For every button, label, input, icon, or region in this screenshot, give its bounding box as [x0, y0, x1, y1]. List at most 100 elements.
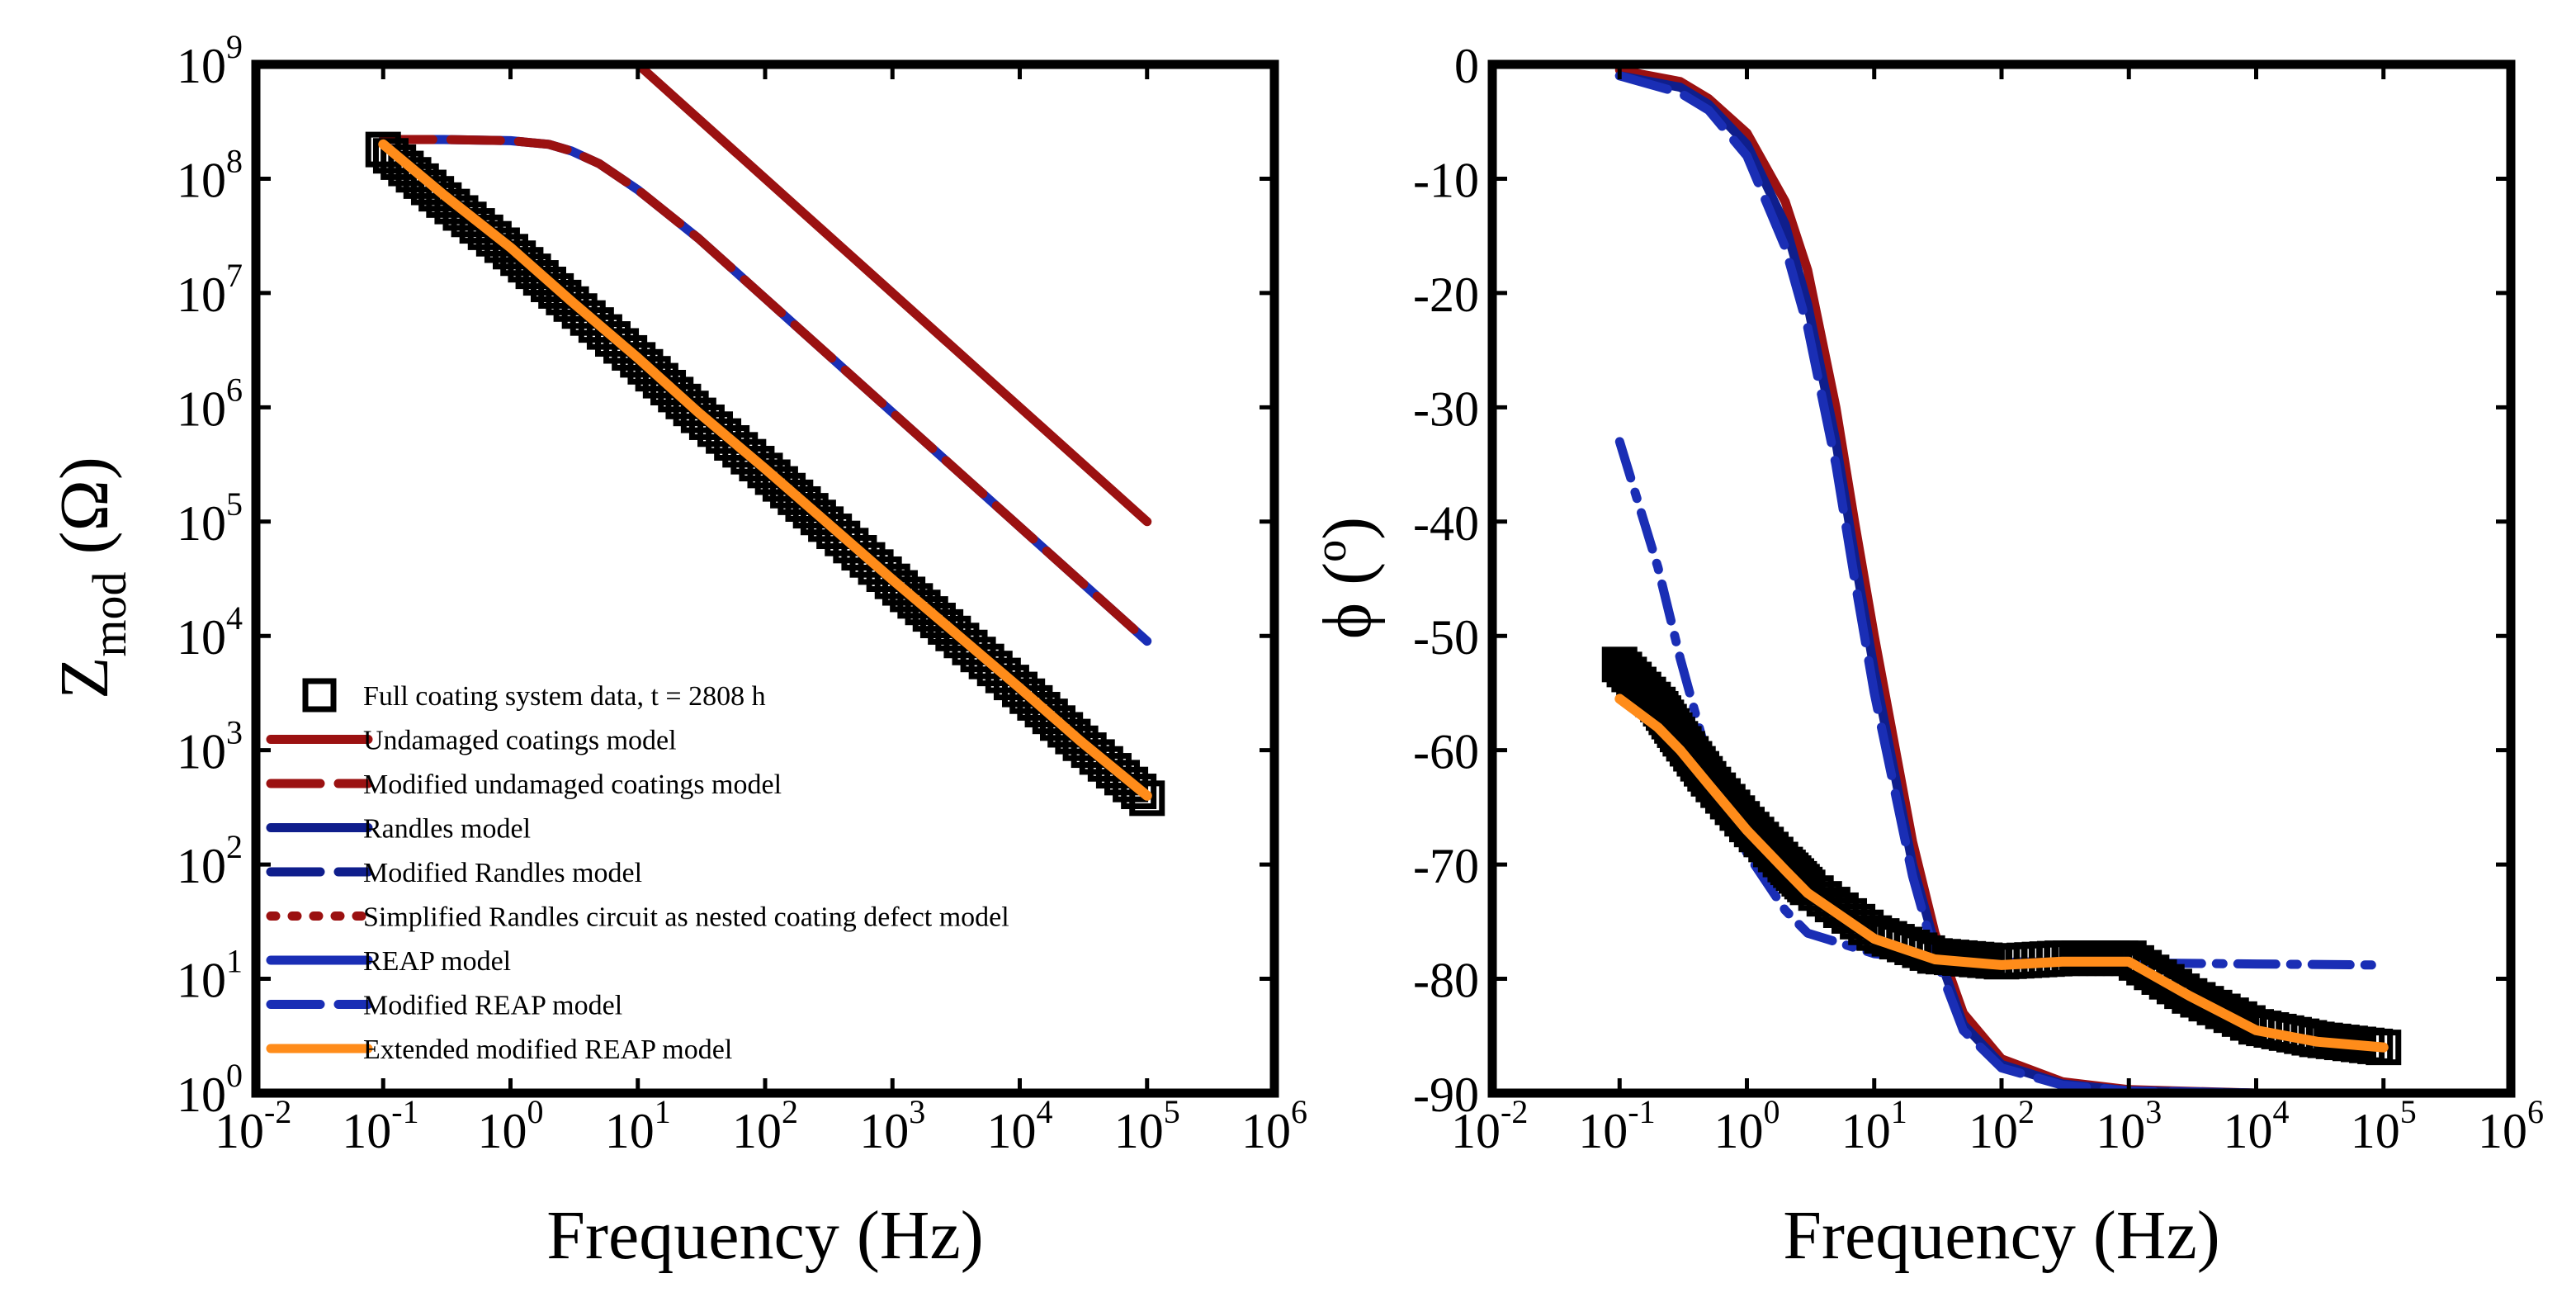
- x-tick-label-base: 10: [859, 1104, 909, 1158]
- legend-label: REAP model: [363, 946, 511, 977]
- legend-label: Modified Randles model: [363, 858, 642, 888]
- y-tick-label: -90: [1413, 1068, 1479, 1122]
- series-full-coating-system-data-t-2808-h-marker: [1121, 774, 1157, 810]
- x-tick-label: 10 6: [1241, 1093, 1307, 1158]
- x-tick-label-base: 10: [1841, 1104, 1891, 1158]
- y-tick-label-base: 10: [177, 610, 226, 665]
- x-tick-label-exp: 3: [2145, 1093, 2162, 1130]
- x-tick-label-exp: 2: [2018, 1093, 2035, 1130]
- x-tick-label-exp: -1: [1628, 1093, 1655, 1130]
- y-axis-title-sub: mod: [83, 571, 136, 656]
- x-tick-label-exp: -2: [264, 1093, 291, 1130]
- y-axis-title-part: ϕ (: [1309, 562, 1386, 639]
- y-tick-label-exp: 1: [226, 943, 243, 980]
- y-tick-label: -10: [1413, 153, 1479, 207]
- x-tick-label-exp: 6: [1291, 1093, 1307, 1130]
- x-tick-label-exp: 4: [1037, 1093, 1053, 1130]
- y-tick-label-exp: 0: [226, 1057, 243, 1094]
- x-tick-label-base: 10: [732, 1104, 782, 1158]
- y-axis-title-text: Zmod (Ω): [46, 457, 136, 699]
- x-tick-label-base: 10: [215, 1104, 264, 1158]
- x-tick-label-exp: 3: [909, 1093, 925, 1130]
- series-modified-randles-model-line: [1614, 71, 2389, 1093]
- legend-marker: [302, 678, 337, 713]
- phase-angle-chart: 10 -2 10 -1 10 0 10 1 10 2 10 3 10 4 10 5 10 60-10-20-30-…: [1306, 39, 2544, 1274]
- y-tick-label: -60: [1413, 725, 1479, 779]
- plot-frame: [251, 59, 1279, 1098]
- y-tick-label: 10 6: [177, 371, 243, 436]
- legend-label: Undamaged coatings model: [363, 726, 677, 756]
- x-tick-label: 10 1: [1841, 1093, 1907, 1158]
- x-tick-label-base: 10: [1714, 1104, 1764, 1158]
- x-tick-label: 10 -2: [215, 1093, 291, 1158]
- series-randles-model-line: [1614, 71, 2389, 1093]
- y-axis-title-text: ϕ (o): [1306, 517, 1386, 639]
- legend-item: Full coating system data, t = 2808 h: [302, 678, 766, 713]
- y-tick-label: 10 1: [177, 943, 243, 1008]
- y-tick-label-base: 10: [177, 954, 226, 1008]
- legend-item: Undamaged coatings model: [266, 726, 677, 756]
- series-extended-modified-reap-model-line: [1614, 694, 2389, 1053]
- y-tick-label: 10 8: [177, 142, 243, 207]
- y-tick-label-exp: 5: [226, 485, 243, 523]
- y-tick-label-base: 10: [177, 153, 226, 207]
- x-tick-label: 10 -1: [342, 1093, 418, 1158]
- x-tick-label: 10 2: [1969, 1093, 2035, 1158]
- x-tick-label-exp: 6: [2527, 1093, 2544, 1130]
- x-tick-label: 10 3: [2096, 1093, 2162, 1158]
- legend-label: Simplified Randles circuit as nested coa…: [363, 902, 1009, 933]
- x-tick-label-exp: -2: [1501, 1093, 1528, 1130]
- x-tick-label-exp: 5: [2400, 1093, 2417, 1130]
- y-tick-label-base: 10: [177, 39, 226, 93]
- y-axis-title-unit: (Ω): [46, 457, 123, 571]
- series-extended-modified-reap-model-line: [378, 139, 1152, 801]
- legend-label: Full coating system data, t = 2808 h: [363, 681, 766, 712]
- y-axis-title: ϕ (o): [1306, 517, 1386, 639]
- x-tick-label-exp: 2: [782, 1093, 798, 1130]
- plot-area: [1601, 65, 2402, 1093]
- y-tick-label-exp: 8: [226, 142, 243, 179]
- x-axis-title: Frequency (Hz): [546, 1197, 983, 1274]
- x-tick-label-exp: -1: [391, 1093, 418, 1130]
- x-tick-label: 10 4: [2224, 1093, 2290, 1158]
- x-tick-label: 10 5: [1114, 1093, 1180, 1158]
- x-tick-label: 10 5: [2351, 1093, 2417, 1158]
- x-tick-label-base: 10: [987, 1104, 1037, 1158]
- legend-item: Modified undamaged coatings model: [266, 769, 782, 800]
- y-tick-label: 10 7: [177, 257, 243, 322]
- y-tick-label-base: 10: [177, 725, 226, 779]
- x-tick-label: 10 1: [605, 1093, 671, 1158]
- y-tick-label-base: 10: [177, 496, 226, 551]
- y-axis-title: Zmod (Ω): [46, 457, 136, 699]
- x-tick-label-exp: 1: [1891, 1093, 1907, 1130]
- x-tick-label: 10 -2: [1451, 1093, 1528, 1158]
- legend-label: Modified REAP model: [363, 991, 622, 1021]
- y-tick-label-exp: 3: [226, 714, 243, 751]
- y-tick-label-exp: 7: [226, 257, 243, 294]
- y-tick-label-base: 10: [177, 839, 226, 893]
- y-tick-label-exp: 6: [226, 371, 243, 408]
- x-tick-label-base: 10: [1241, 1104, 1291, 1158]
- x-tick-label: 10 0: [478, 1093, 544, 1158]
- plot-frame: [1487, 59, 2516, 1098]
- y-tick-label: 0: [1454, 39, 1479, 93]
- x-tick-label-base: 10: [2224, 1104, 2273, 1158]
- y-tick-label: -40: [1413, 496, 1479, 551]
- y-axis-title-main: Z: [46, 657, 123, 699]
- x-tick-label-base: 10: [342, 1104, 391, 1158]
- series-modified-reap-model-line: [1614, 437, 2389, 970]
- x-tick-label-exp: 5: [1164, 1093, 1180, 1130]
- y-tick-label-exp: 4: [226, 599, 243, 637]
- legend-item: Randles model: [266, 814, 531, 845]
- series-modified-undamaged-coatings-model-line: [378, 135, 1152, 646]
- legend: Full coating system data, t = 2808 h Unda…: [266, 678, 1009, 1065]
- y-tick-label: 10 3: [177, 714, 243, 779]
- y-tick-label: -20: [1413, 268, 1479, 322]
- legend-label: Modified undamaged coatings model: [363, 769, 782, 800]
- x-tick-label: 10 4: [987, 1093, 1053, 1158]
- x-tick-label-base: 10: [1451, 1104, 1501, 1158]
- x-tick-label-exp: 0: [527, 1093, 544, 1130]
- y-tick-label-base: 10: [177, 268, 226, 322]
- y-tick-label: 10 5: [177, 485, 243, 551]
